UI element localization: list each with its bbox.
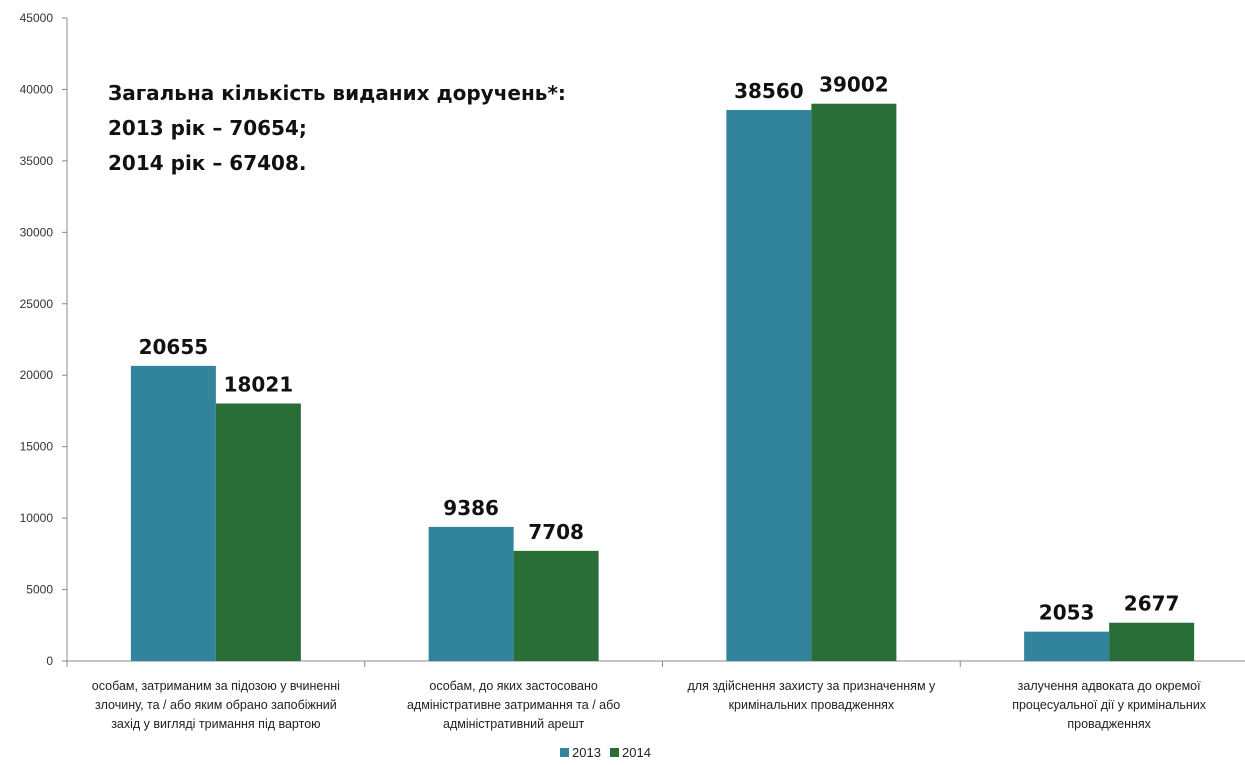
- x-tick-label: злочину, та / або яким обрано запобіжний: [95, 698, 337, 712]
- x-tick-label: залучення адвоката до окремої: [1018, 679, 1201, 693]
- annotation-text: 2014 рік – 67408.: [108, 151, 306, 175]
- data-label: 38560: [734, 79, 804, 103]
- y-tick-label: 0: [46, 654, 53, 668]
- x-tick-label: особам, до яких застосовано: [429, 679, 597, 693]
- data-label: 2677: [1124, 592, 1180, 616]
- y-tick-label: 15000: [20, 440, 54, 454]
- legend-label: 2013: [572, 745, 601, 760]
- data-label: 7708: [528, 520, 584, 544]
- bar: [726, 110, 812, 661]
- data-label: 20655: [139, 335, 209, 359]
- y-tick-label: 5000: [26, 583, 53, 597]
- annotation-text: Загальна кількість виданих доручень*:: [108, 81, 566, 105]
- y-tick-label: 35000: [20, 154, 54, 168]
- data-label: 2053: [1039, 601, 1095, 625]
- bar: [130, 365, 216, 661]
- x-tick-label: кримінальних провадженнях: [729, 698, 895, 712]
- y-tick-label: 25000: [20, 297, 54, 311]
- legend-swatch: [610, 748, 619, 757]
- y-tick-label: 20000: [20, 368, 54, 382]
- x-tick-label: для здійснення захисту за призначенням у: [687, 679, 936, 693]
- x-tick-label: захід у вигляді тримання під вартою: [111, 717, 320, 731]
- bar: [811, 103, 897, 661]
- annotation-text: 2013 рік – 70654;: [108, 116, 307, 140]
- x-tick-label: адміністративний арешт: [443, 717, 584, 731]
- y-tick-label: 10000: [20, 511, 54, 525]
- bar: [513, 550, 599, 661]
- x-tick-label: процесуальної дії у кримінальних: [1012, 698, 1207, 712]
- y-tick-label: 40000: [20, 82, 54, 96]
- bar: [1109, 622, 1195, 661]
- data-label: 9386: [443, 496, 499, 520]
- x-tick-label: особам, затриманим за підозою у вчиненні: [92, 679, 340, 693]
- data-label: 18021: [224, 372, 294, 396]
- data-label: 39002: [819, 73, 889, 97]
- bar: [1024, 631, 1110, 661]
- y-tick-label: 30000: [20, 225, 54, 239]
- bar: [215, 403, 301, 661]
- legend-swatch: [560, 748, 569, 757]
- x-tick-label: адміністративне затримання та / або: [407, 698, 620, 712]
- legend-label: 2014: [622, 745, 651, 760]
- x-tick-label: провадженнях: [1067, 717, 1151, 731]
- y-tick-label: 45000: [20, 11, 54, 25]
- bar: [428, 526, 514, 661]
